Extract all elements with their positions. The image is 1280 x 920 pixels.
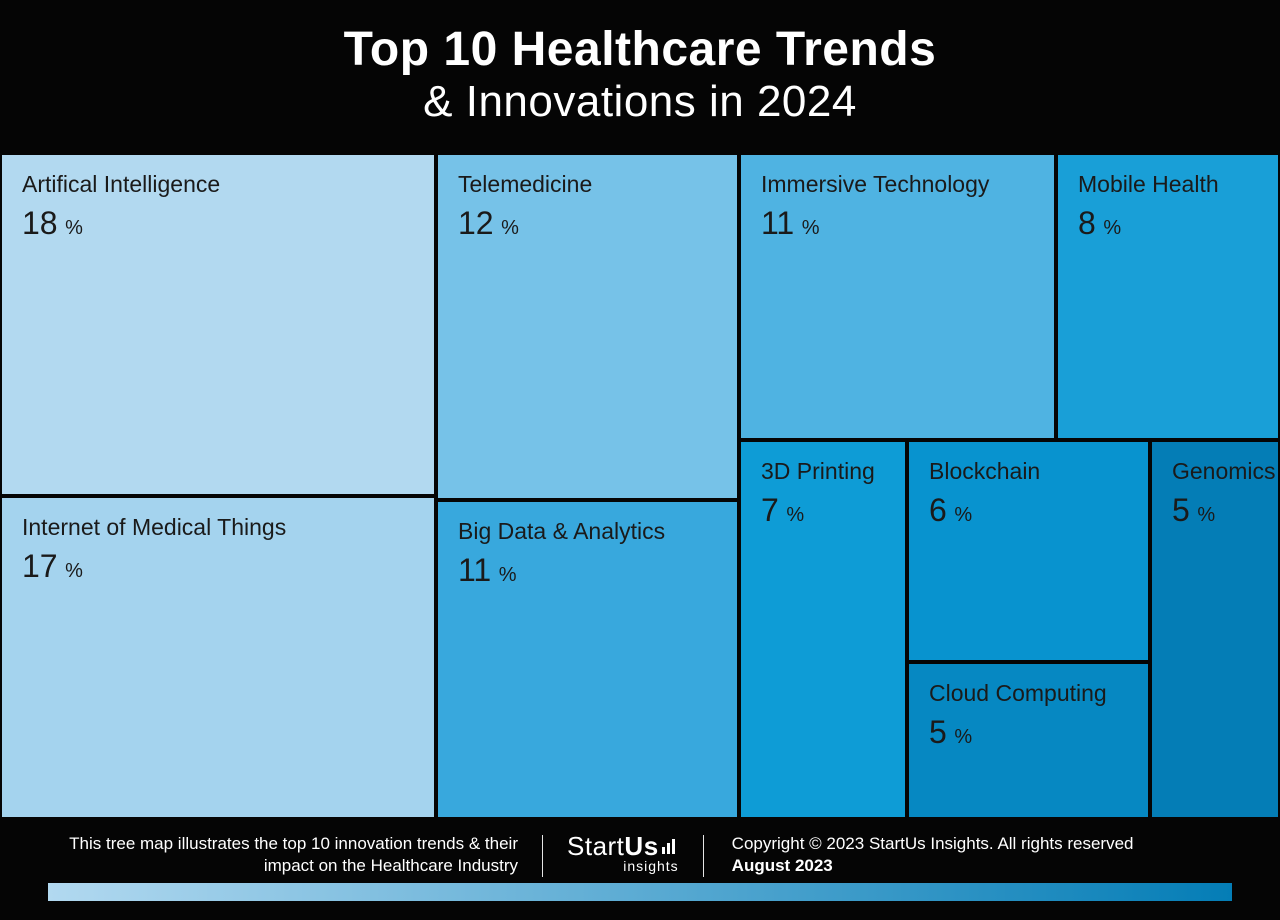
footer-right: Copyright © 2023 StartUs Insights. All r…	[732, 833, 1134, 877]
treemap-cell-iomt: Internet of Medical Things 17 %	[0, 496, 436, 819]
treemap-cell-tele: Telemedicine 12 %	[436, 153, 739, 500]
footer-divider-1	[542, 835, 543, 877]
treemap-cell-mhealth: Mobile Health 8 %	[1056, 153, 1280, 440]
cell-label: Telemedicine	[458, 171, 717, 199]
cell-value: 8 %	[1078, 205, 1258, 242]
cell-label: Genomics	[1172, 458, 1258, 486]
cell-label: Artifical Intelligence	[22, 171, 414, 199]
treemap-cell-3dprint: 3D Printing 7 %	[739, 440, 907, 819]
cell-label: Big Data & Analytics	[458, 518, 717, 546]
logo-brand-a: Start	[567, 831, 624, 861]
cell-value: 5 %	[1172, 492, 1258, 529]
cell-value: 11 %	[761, 205, 1034, 242]
cell-label: Immersive Technology	[761, 171, 1034, 199]
footer-divider-2	[703, 835, 704, 877]
cell-label: Mobile Health	[1078, 171, 1258, 199]
footer-date: August 2023	[732, 855, 1134, 877]
treemap-cell-bigdata: Big Data & Analytics 11 %	[436, 500, 739, 819]
footer: This tree map illustrates the top 10 inn…	[0, 819, 1280, 905]
gradient-bar	[48, 883, 1232, 901]
cell-value: 7 %	[761, 492, 885, 529]
cell-label: 3D Printing	[761, 458, 885, 486]
footer-description: This tree map illustrates the top 10 inn…	[48, 833, 518, 877]
treemap-cell-ai: Artifical Intelligence 18 %	[0, 153, 436, 496]
page: Top 10 Healthcare Trends & Innovations i…	[0, 0, 1280, 920]
cell-value: 17 %	[22, 548, 414, 585]
cell-value: 11 %	[458, 552, 717, 589]
treemap-cell-blockchain: Blockchain 6 %	[907, 440, 1150, 662]
cell-label: Internet of Medical Things	[22, 514, 414, 542]
treemap-cell-genomics: Genomics 5 %	[1150, 440, 1280, 819]
cell-value: 18 %	[22, 205, 414, 242]
cell-label: Cloud Computing	[929, 680, 1128, 708]
cell-value: 12 %	[458, 205, 717, 242]
startus-logo: StartUs insights	[567, 831, 679, 874]
treemap-cell-cloud: Cloud Computing 5 %	[907, 662, 1150, 819]
header: Top 10 Healthcare Trends & Innovations i…	[0, 0, 1280, 153]
title-line-1: Top 10 Healthcare Trends	[0, 22, 1280, 77]
logo-brand-b: Us	[624, 831, 658, 861]
cell-label: Blockchain	[929, 458, 1128, 486]
copyright-text: Copyright © 2023 StartUs Insights. All r…	[732, 833, 1134, 855]
cell-value: 6 %	[929, 492, 1128, 529]
title-line-2: & Innovations in 2024	[0, 77, 1280, 127]
treemap-chart: Artifical Intelligence 18 % Internet of Me…	[0, 153, 1280, 819]
cell-value: 5 %	[929, 714, 1128, 751]
treemap-cell-immersive: Immersive Technology 11 %	[739, 153, 1056, 440]
